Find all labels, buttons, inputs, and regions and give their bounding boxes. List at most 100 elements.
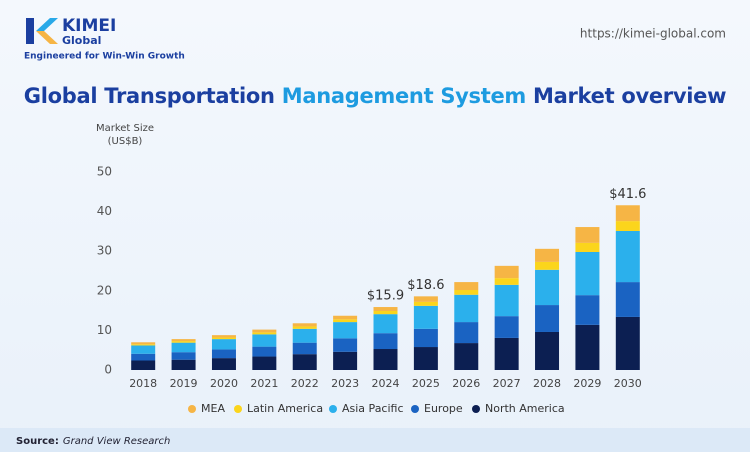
bar-segment xyxy=(211,358,236,370)
bar-segment xyxy=(615,282,640,317)
bar-segment xyxy=(413,301,438,306)
source-bar xyxy=(0,428,750,452)
bar-segment xyxy=(131,353,156,361)
total-label: $41.6 xyxy=(609,187,646,202)
url[interactable]: https://kimei-global.com xyxy=(580,27,726,41)
bar-segment xyxy=(211,335,236,338)
bar-segment xyxy=(131,344,156,346)
x-tick-label: 2026 xyxy=(452,377,480,390)
x-tick-label: 2021 xyxy=(250,377,278,390)
bar-segment xyxy=(413,328,438,348)
bar-segment xyxy=(454,282,479,291)
x-tick-label: 2027 xyxy=(493,377,521,390)
logo-icon xyxy=(26,18,58,44)
bar-segment xyxy=(494,316,519,338)
bar-segment xyxy=(211,349,236,359)
legend-swatch xyxy=(472,405,480,413)
legend-label: Europe xyxy=(424,402,463,415)
bar-segment xyxy=(454,322,479,344)
bar-segment xyxy=(454,343,479,370)
bar-segment xyxy=(373,307,398,311)
x-tick-label: 2024 xyxy=(372,377,400,390)
total-label: $18.6 xyxy=(407,278,444,293)
source-text: Grand View Research xyxy=(63,436,171,447)
title-part: Market overview xyxy=(533,84,727,108)
bar-segment xyxy=(575,324,600,370)
bar-segment xyxy=(454,294,479,323)
bar-segment xyxy=(575,251,600,296)
y-tick-label: 40 xyxy=(97,204,112,218)
bar-segment xyxy=(292,326,317,329)
bar-segment xyxy=(131,360,156,370)
y-tick-label: 30 xyxy=(97,244,112,258)
source: Source: Grand View Research xyxy=(16,436,170,447)
legend-label: North America xyxy=(485,402,565,415)
bar-segment xyxy=(131,342,156,345)
x-tick-label: 2019 xyxy=(170,377,198,390)
title-part: Global Transportation xyxy=(23,84,275,108)
bar-segment xyxy=(252,329,277,333)
total-label: $15.9 xyxy=(367,289,404,304)
bar-segment xyxy=(373,349,398,370)
x-tick-label: 2025 xyxy=(412,377,440,390)
bar-segment xyxy=(413,296,438,302)
bar-segment xyxy=(131,345,156,354)
y-axis-label: Market Size xyxy=(96,123,154,134)
bar-segment xyxy=(333,338,358,352)
x-tick-label: 2020 xyxy=(210,377,238,390)
legend-swatch xyxy=(411,405,419,413)
source-label: Source: xyxy=(16,436,59,447)
bar-segment xyxy=(454,290,479,295)
y-axis-label: (US$B) xyxy=(108,136,143,147)
y-tick-label: 50 xyxy=(97,165,112,179)
bar-segment xyxy=(575,242,600,252)
bar-segment xyxy=(252,356,277,370)
tagline: Engineered for Win-Win Growth xyxy=(24,52,185,62)
brand: KIMEI xyxy=(62,16,116,36)
title-part: Management System xyxy=(281,84,527,108)
bar-segment xyxy=(211,339,236,350)
bar-segment xyxy=(413,305,438,329)
x-tick-label: 2028 xyxy=(533,377,561,390)
chart-title: Global Transportation Management System … xyxy=(0,84,750,108)
bar-segment xyxy=(494,278,519,285)
bar-segment xyxy=(252,332,277,335)
legend-label: Latin America xyxy=(247,402,323,415)
bar-segment xyxy=(252,334,277,347)
bar-segment xyxy=(535,269,560,306)
bar-segment xyxy=(535,248,560,262)
bar-segment xyxy=(292,354,317,370)
legend-swatch xyxy=(188,405,196,413)
legend-swatch xyxy=(329,405,337,413)
bar-segment xyxy=(171,359,196,370)
bar-segment xyxy=(615,221,640,232)
y-tick-label: 0 xyxy=(104,363,112,377)
bar-segment xyxy=(292,342,317,355)
bar-segment xyxy=(535,261,560,270)
bar-segment xyxy=(333,319,358,323)
x-tick-label: 2030 xyxy=(614,377,642,390)
bar-segment xyxy=(494,265,519,279)
bar-segment xyxy=(211,337,236,340)
bar-segment xyxy=(494,284,519,317)
bar-segment xyxy=(292,328,317,343)
bar-segment xyxy=(171,341,196,343)
bar-segment xyxy=(292,323,317,327)
bar-segment xyxy=(615,316,640,370)
legend-label: MEA xyxy=(201,402,225,415)
bar-segment xyxy=(373,310,398,315)
x-tick-label: 2029 xyxy=(573,377,601,390)
bar-segment xyxy=(171,342,196,353)
bar-segment xyxy=(413,347,438,370)
bar-segment xyxy=(494,337,519,370)
bar-segment xyxy=(333,322,358,339)
bar-segment xyxy=(615,205,640,222)
legend-label: Asia Pacific xyxy=(342,402,404,415)
bar-segment xyxy=(575,295,600,325)
x-tick-label: 2018 xyxy=(129,377,157,390)
legend-swatch xyxy=(234,405,242,413)
bar-segment xyxy=(171,352,196,360)
bar-segment xyxy=(575,227,600,243)
